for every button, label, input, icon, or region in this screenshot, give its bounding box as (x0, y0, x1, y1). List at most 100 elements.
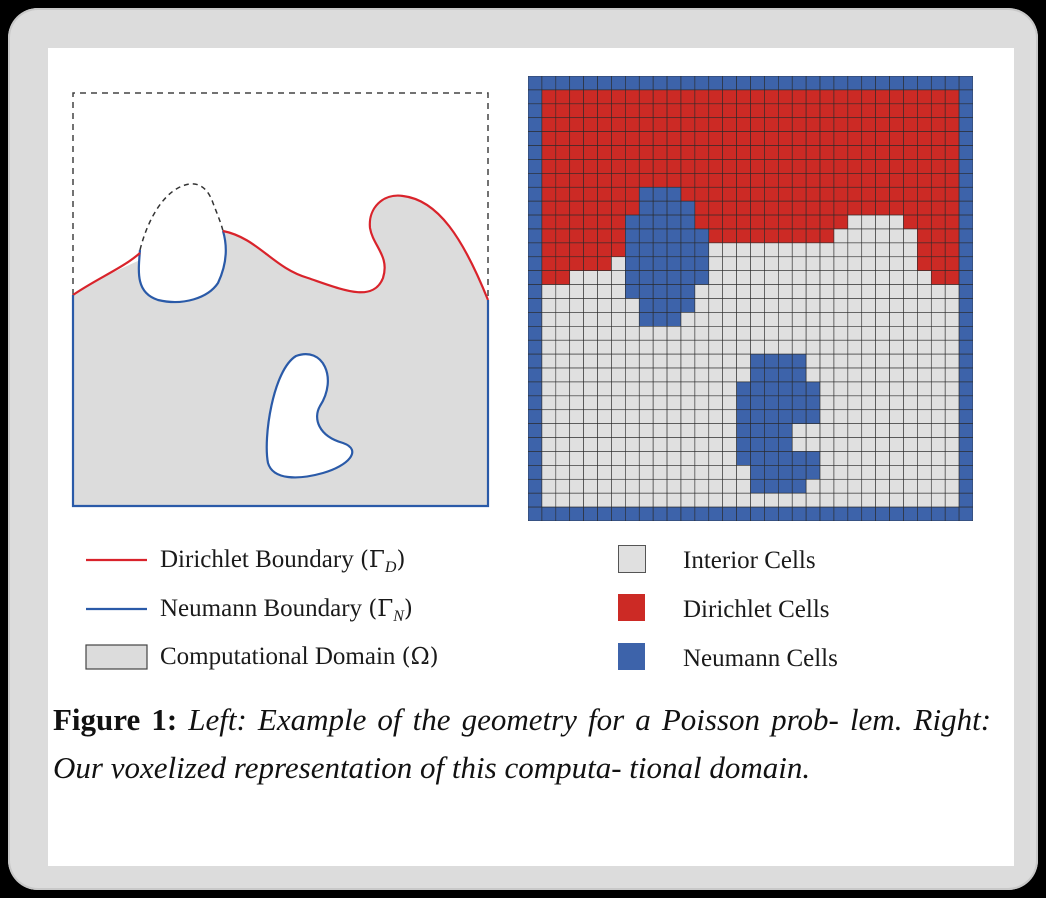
voxel-cell (917, 76, 932, 91)
voxel-cell (833, 506, 849, 521)
voxel-cell (666, 214, 682, 230)
voxel-cell (528, 381, 543, 397)
voxel-cell (528, 367, 543, 383)
voxel-cell (764, 200, 779, 216)
voxel-cell (944, 214, 960, 230)
voxel-cell (652, 270, 668, 285)
voxel-cell (958, 284, 973, 299)
voxel-cell (652, 117, 668, 132)
voxel-cell (569, 284, 584, 299)
voxel-cell (638, 465, 654, 480)
voxel-cell (778, 395, 793, 411)
voxel-cell (847, 159, 863, 174)
voxel-cell (847, 284, 863, 299)
voxel-cell (875, 89, 890, 105)
voxel-cell (611, 103, 626, 119)
voxel-cell (778, 256, 793, 271)
voxel-cell (541, 381, 557, 397)
voxel-cell (805, 89, 821, 105)
voxel-cell (958, 326, 973, 341)
voxel-cell (555, 173, 571, 188)
voxel-cell (736, 367, 751, 383)
voxel-cell (680, 298, 696, 313)
voxel-cell (930, 506, 946, 521)
voxel-cell (583, 451, 598, 466)
voxel-cell (694, 326, 710, 341)
voxel-cell (666, 173, 682, 188)
voxel-cell (611, 214, 626, 230)
voxel-cell (958, 131, 973, 146)
voxel-cell (736, 103, 751, 119)
voxel-cell (861, 353, 876, 369)
voxel-cell (805, 173, 821, 188)
voxel-cell (833, 381, 849, 397)
voxel-cell (722, 326, 737, 341)
voxel-cell (555, 353, 571, 369)
voxel-cell (917, 409, 932, 424)
voxel-cell (597, 200, 612, 216)
voxel-cell (903, 256, 918, 271)
voxel-cell (625, 186, 640, 202)
voxel-cell (958, 228, 973, 244)
voxel-cell (819, 200, 835, 216)
voxel-cell (541, 492, 557, 508)
voxel-cell (625, 298, 640, 313)
voxel-cell (944, 242, 960, 258)
voxel-cell (861, 228, 876, 244)
voxel-cell (638, 395, 654, 411)
voxel-cell (819, 117, 835, 132)
voxel-cell (819, 506, 835, 521)
voxel-cell (666, 339, 682, 355)
voxel-cell (875, 367, 890, 383)
voxel-cell (750, 423, 765, 438)
voxel-cell (750, 228, 765, 244)
voxel-cell (694, 228, 710, 244)
voxel-cell (930, 326, 946, 341)
voxel-cell (889, 395, 904, 411)
voxel-cell (666, 437, 682, 452)
voxel-cell (764, 256, 779, 271)
voxel-cell (958, 437, 973, 452)
voxel-cell (958, 423, 973, 438)
voxel-cell (652, 76, 668, 91)
voxel-cell (903, 326, 918, 341)
voxel-cell (875, 451, 890, 466)
voxel-cell (930, 437, 946, 452)
voxel-cell (569, 465, 584, 480)
voxel-cell (638, 242, 654, 258)
voxel-cell (528, 409, 543, 424)
voxel-cell (903, 145, 918, 160)
dashed-outline (72, 92, 489, 300)
voxel-cell (680, 437, 696, 452)
voxel-cell (750, 395, 765, 411)
voxel-cell (694, 437, 710, 452)
voxel-cell (528, 506, 543, 521)
voxel-cell (569, 159, 584, 174)
voxel-cell (944, 117, 960, 132)
legend-left-swatches (85, 558, 148, 670)
voxel-cell (778, 339, 793, 355)
legend-neumann-close: ) (403, 596, 413, 622)
voxel-cell (666, 284, 682, 299)
voxel-cell (528, 270, 543, 285)
voxel-cell (778, 131, 793, 146)
voxel-cell (917, 381, 932, 397)
voxel-cell (583, 478, 598, 494)
voxel-cell (569, 76, 584, 91)
legend-interior-cells: Interior Cells (683, 547, 816, 574)
voxel-cell (555, 326, 571, 341)
voxel-cell (555, 451, 571, 466)
voxel-cell (680, 89, 696, 105)
voxel-cell (736, 465, 751, 480)
voxel-cell (778, 145, 793, 160)
voxel-cell (944, 437, 960, 452)
voxel-cell (694, 131, 710, 146)
voxel-cell (583, 76, 598, 91)
voxel-cell (889, 409, 904, 424)
voxel-cell (736, 451, 751, 466)
voxel-cell (764, 173, 779, 188)
voxel-cell (958, 242, 973, 258)
voxel-cell (541, 506, 557, 521)
voxel-cell (958, 506, 973, 521)
voxel-cell (638, 270, 654, 285)
